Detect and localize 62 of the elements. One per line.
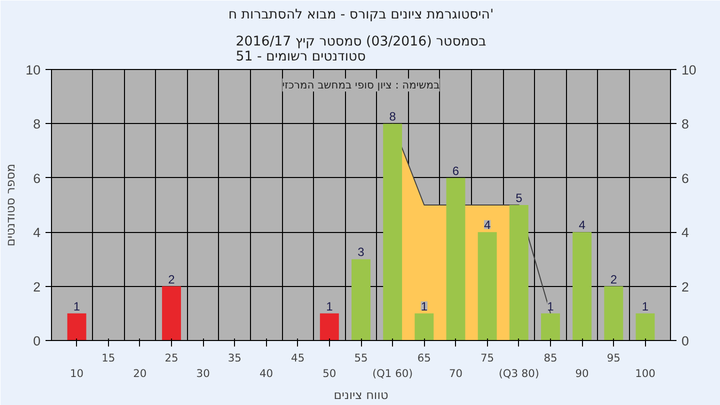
data-label: 8	[389, 110, 396, 124]
bar	[604, 286, 624, 340]
x-tick-label: 10	[70, 367, 84, 380]
chart-title: היסטוגרמת ציונים בקורס - מבוא להסתברות ח'	[228, 8, 494, 22]
x-tick-label: 65	[417, 352, 431, 364]
annotation: במשימה : ציון סופי במחשב המרכזי	[282, 78, 440, 92]
x-tick-label: 45	[291, 352, 305, 364]
bar	[541, 313, 560, 340]
x-tick-label: 50	[322, 367, 336, 380]
x-tick-label: 35	[228, 352, 242, 364]
data-label: 2	[168, 272, 176, 286]
x-tick-label: 40	[259, 367, 274, 380]
data-label: 1	[547, 299, 554, 314]
bar	[67, 313, 86, 340]
x-tick-label: 75	[480, 352, 494, 364]
y2-tick-label: 2	[682, 279, 689, 294]
data-label: 5	[516, 191, 523, 205]
y2-tick-label: 10	[682, 62, 696, 78]
data-label: 2	[610, 272, 618, 286]
bar	[636, 313, 655, 340]
x-tick-label: 100	[635, 367, 656, 380]
bar	[383, 124, 402, 340]
x-tick-label: (Q1 60)	[372, 367, 413, 380]
y2-tick-label: 4	[682, 225, 690, 240]
y-tick-label: 6	[33, 170, 41, 186]
x-axis-title: טווח ציונים	[334, 388, 388, 402]
x-tick-label: 20	[133, 367, 147, 380]
data-label: 1	[326, 299, 334, 314]
x-tick-label: 70	[448, 367, 463, 380]
x-tick-label: 55	[354, 352, 368, 364]
y2-tick-label: 8	[682, 116, 689, 132]
y-tick-label: 8	[33, 116, 41, 132]
bar	[162, 286, 181, 340]
x-tick-label: 30	[196, 367, 210, 380]
y2-tick-label: 6	[682, 170, 689, 186]
y-tick-label: 4	[33, 225, 42, 240]
x-tick-label: (Q3 80)	[498, 367, 540, 380]
chart-subtitle: בסמסטר (03/2016) סמסטר קיץ 2016/17 סטודנטים רשומים - 51	[236, 34, 487, 64]
data-label: 3	[358, 245, 365, 260]
x-tick-label: 95	[606, 352, 620, 364]
data-label: 4	[484, 218, 491, 232]
bar	[320, 313, 339, 340]
y-tick-label: 0	[33, 334, 41, 348]
y-axis-title: מספר סטודנטים	[4, 164, 18, 246]
data-label: 1	[73, 299, 80, 314]
x-tick-label: 85	[544, 352, 558, 364]
x-tick-label: 15	[102, 352, 116, 364]
bar	[478, 232, 497, 340]
bar	[446, 178, 466, 340]
x-tick-label: 25	[164, 352, 178, 364]
bar	[352, 259, 370, 340]
bar	[572, 232, 592, 340]
data-label: 1	[420, 299, 428, 314]
y2-tick-label: 0	[682, 334, 689, 348]
y-tick-label: 10	[26, 62, 41, 78]
data-label: 1	[642, 299, 649, 314]
bar	[509, 205, 528, 340]
x-tick-label: 90	[575, 367, 590, 380]
bar	[414, 313, 434, 340]
y-tick-label: 2	[33, 279, 41, 294]
data-label: 6	[452, 164, 460, 178]
data-label: 4	[578, 218, 586, 232]
